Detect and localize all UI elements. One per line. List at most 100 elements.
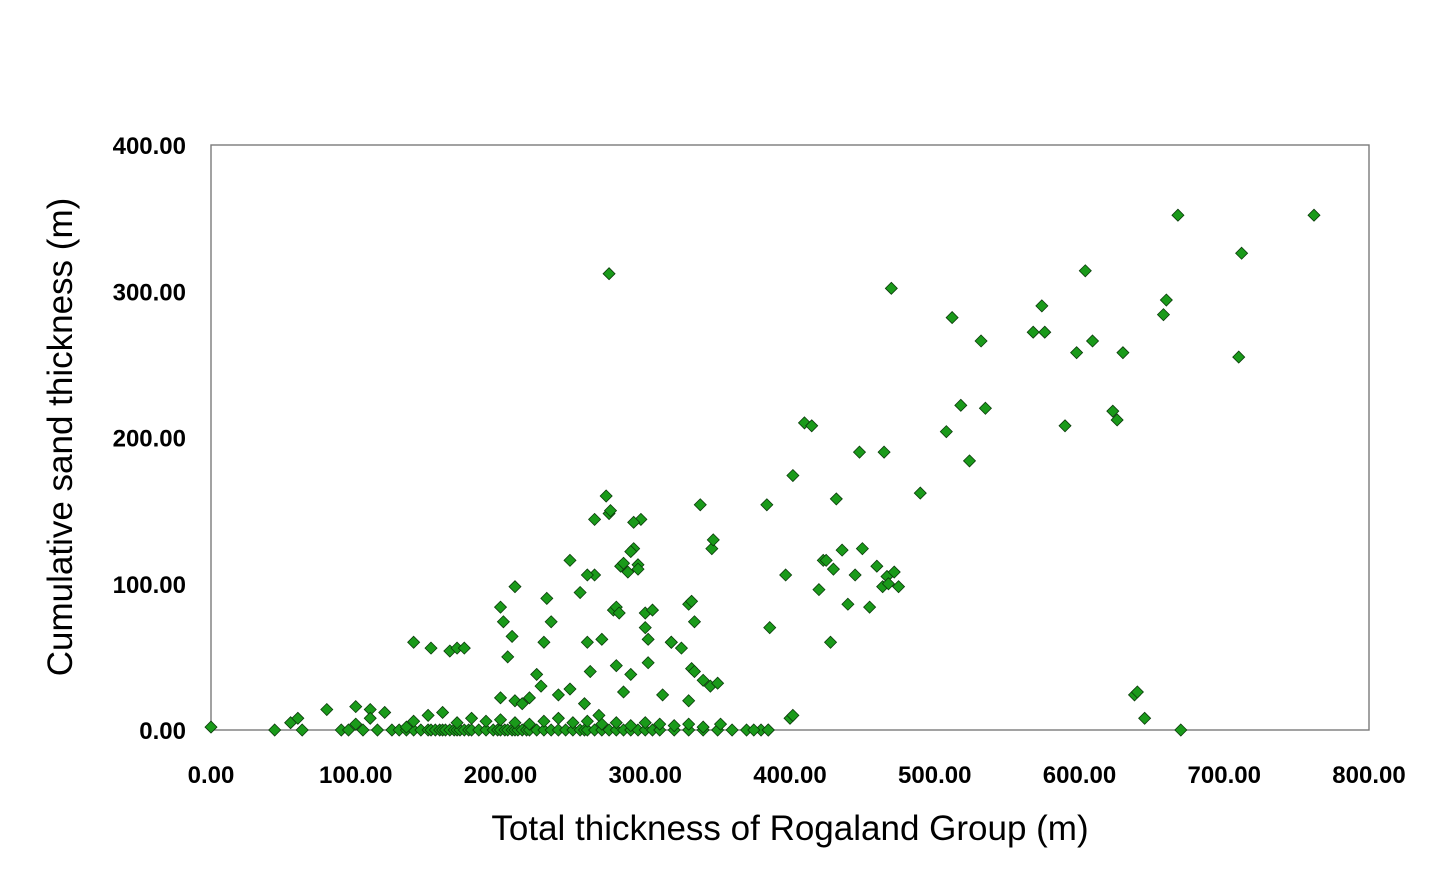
data-point: [407, 714, 421, 728]
data-point: [1232, 350, 1246, 364]
data-point: [580, 714, 594, 728]
x-tick-label: 300.00: [609, 762, 682, 789]
data-point: [1070, 346, 1084, 360]
y-tick-label: 400.00: [113, 133, 186, 160]
data-point: [682, 717, 696, 731]
data-point: [508, 716, 522, 730]
x-axis-ticks: 0.00 100.00 200.00 300.00 400.00 500.00 600.00…: [188, 762, 1406, 789]
data-point: [399, 720, 413, 734]
data-point: [479, 714, 493, 728]
data-point: [501, 650, 515, 664]
data-point: [1159, 293, 1173, 307]
data-point: [687, 664, 702, 679]
data-point: [363, 711, 377, 725]
data-point: [812, 583, 826, 597]
data-point: [530, 667, 544, 681]
data-point: [1138, 711, 1152, 725]
data-point: [537, 714, 551, 728]
data-point: [1058, 419, 1072, 433]
data-point: [599, 489, 613, 503]
data-point: [887, 565, 901, 579]
data-point: [1035, 299, 1049, 313]
data-point: [1026, 325, 1040, 339]
data-point: [544, 615, 558, 629]
data-point: [641, 632, 655, 646]
data-point: [884, 281, 898, 295]
data-point: [464, 711, 479, 725]
data-point: [1156, 308, 1171, 322]
data-point: [341, 723, 356, 737]
x-axis-title: Total thickness of Rogaland Group (m): [491, 809, 1088, 848]
data-point: [805, 419, 819, 433]
data-point: [786, 708, 800, 722]
data-point: [522, 691, 537, 705]
data-point: [913, 486, 927, 500]
x-tick-label: 400.00: [753, 762, 826, 789]
data-point: [826, 562, 840, 576]
data-point: [682, 694, 696, 708]
y-tick-label: 200.00: [113, 426, 186, 453]
data-point: [493, 600, 508, 614]
data-point: [687, 615, 702, 629]
x-tick-label: 200.00: [464, 762, 537, 789]
data-point: [588, 512, 602, 526]
data-point: [1235, 246, 1249, 260]
data-point: [638, 621, 652, 635]
data-point: [204, 720, 218, 734]
data-point: [786, 468, 800, 483]
data-point: [855, 542, 869, 556]
data-point: [653, 717, 667, 731]
data-point: [631, 562, 645, 576]
data-point: [457, 641, 471, 655]
data-point: [1078, 264, 1092, 278]
data-points: [204, 208, 1321, 737]
y-tick-label: 0.00: [139, 718, 186, 745]
data-point: [624, 667, 638, 681]
data-point: [537, 635, 551, 649]
data-point: [378, 705, 392, 720]
x-tick-label: 800.00: [1332, 762, 1405, 789]
data-point: [760, 498, 774, 512]
data-point: [1171, 208, 1185, 222]
data-point: [627, 515, 641, 529]
data-point: [1038, 325, 1052, 339]
data-point: [612, 606, 626, 620]
y-axis-title: Cumulative sand thickness (m): [41, 198, 80, 677]
data-point: [616, 556, 631, 570]
data-point: [656, 688, 670, 702]
data-point: [725, 723, 739, 737]
data-point: [696, 673, 710, 687]
y-tick-label: 100.00: [113, 572, 186, 599]
data-point: [407, 635, 421, 649]
data-point: [1116, 346, 1130, 360]
data-point: [1110, 413, 1124, 427]
data-point: [763, 621, 777, 635]
data-point: [421, 708, 435, 722]
data-point: [580, 635, 594, 649]
data-point: [577, 697, 592, 711]
data-point: [320, 702, 334, 717]
data-point: [696, 720, 710, 734]
data-point: [747, 723, 761, 737]
data-point: [711, 676, 725, 690]
data-point: [551, 711, 565, 725]
data-point: [962, 454, 977, 468]
x-tick-label: 600.00: [1043, 762, 1116, 789]
data-point: [641, 656, 655, 670]
data-point: [674, 641, 689, 655]
data-point: [779, 568, 793, 582]
data-point: [664, 635, 678, 649]
data-point: [852, 445, 867, 459]
data-point: [954, 398, 968, 412]
data-point: [1174, 723, 1188, 737]
data-point: [939, 425, 953, 439]
data-point: [891, 580, 906, 594]
data-point: [551, 688, 565, 702]
data-point: [624, 545, 638, 559]
data-point: [621, 565, 635, 579]
data-point: [841, 597, 855, 611]
data-point: [945, 311, 959, 325]
data-point: [602, 267, 616, 281]
